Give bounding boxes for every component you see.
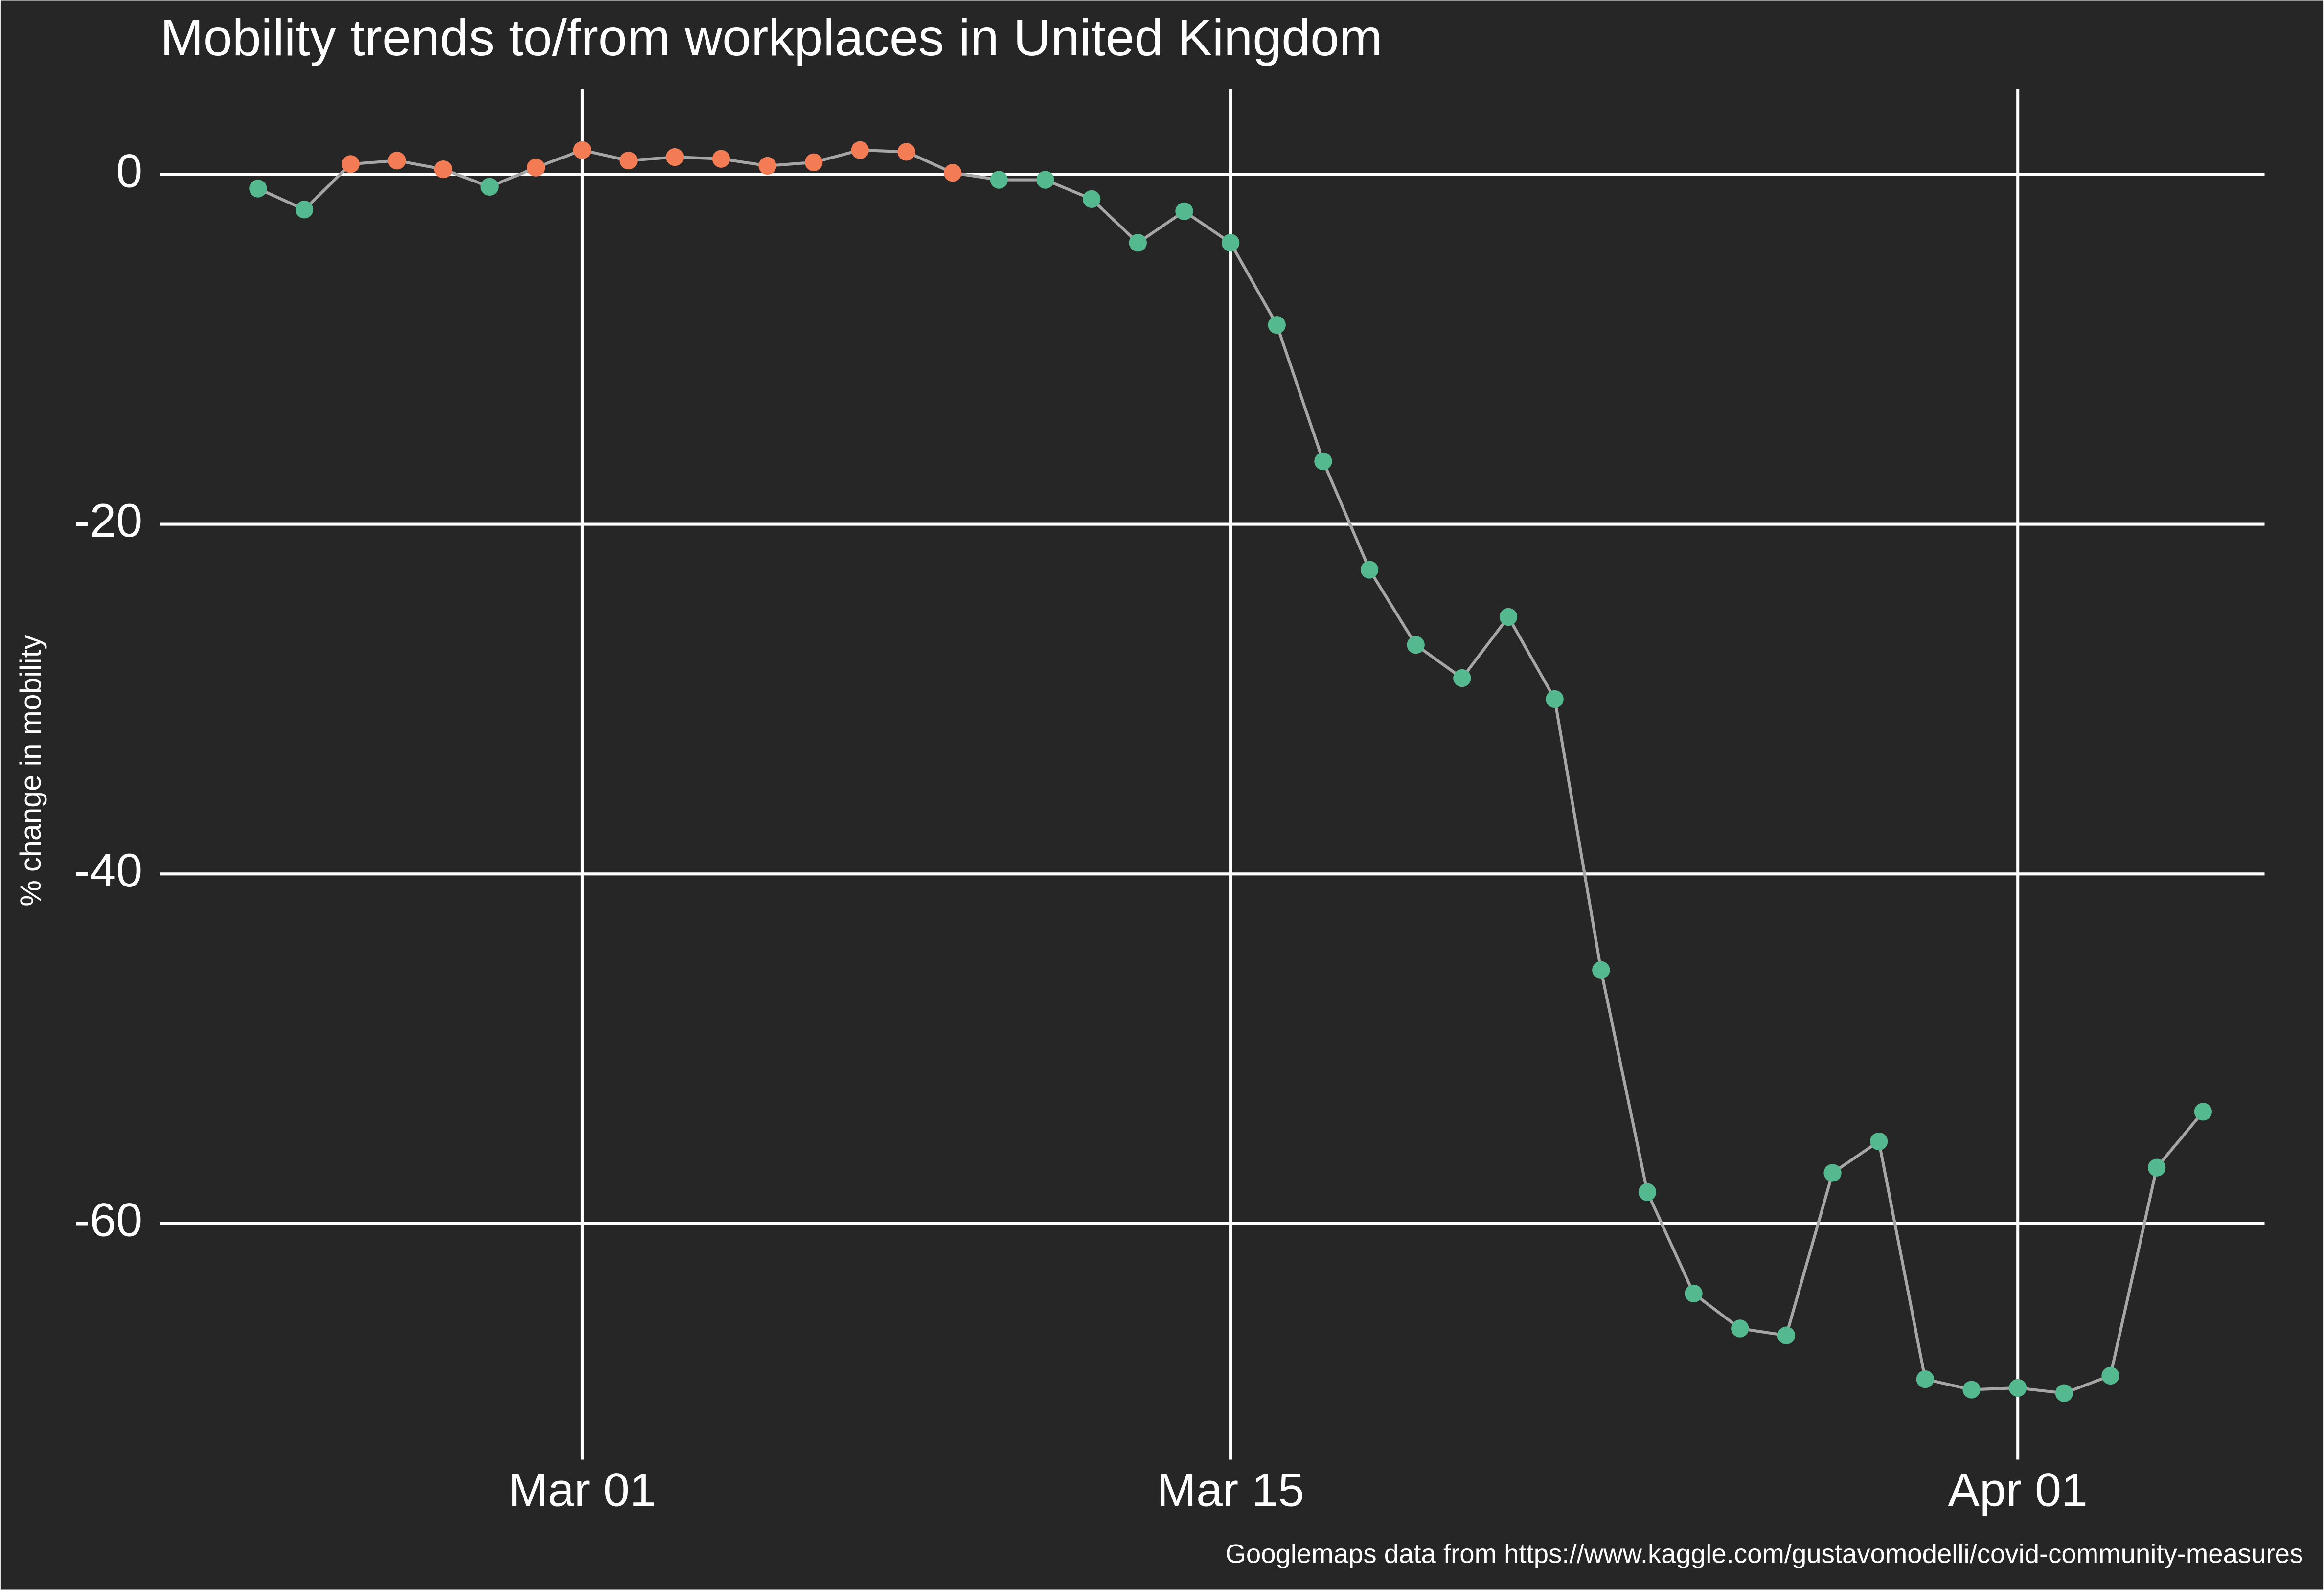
point [1777, 1326, 1796, 1344]
point [1499, 608, 1518, 626]
point [1546, 690, 1564, 708]
point [1268, 316, 1286, 334]
point [666, 148, 684, 166]
point [1314, 452, 1332, 471]
chart-title: Mobility trends to/from workplaces in Un… [160, 9, 1382, 67]
point [2101, 1366, 2119, 1385]
point [805, 153, 823, 171]
point [1082, 190, 1101, 208]
point [1916, 1370, 1935, 1388]
y-tick-label: -20 [74, 494, 142, 547]
point [851, 141, 869, 159]
x-tick-label: Mar 15 [1157, 1463, 1304, 1517]
point [1823, 1164, 1842, 1182]
point [573, 141, 592, 159]
point [1870, 1132, 1888, 1151]
point [2194, 1103, 2212, 1121]
point [388, 152, 406, 170]
x-tick-label: Mar 01 [508, 1463, 656, 1517]
point [619, 152, 638, 170]
y-tick-label: -40 [74, 843, 142, 897]
point [2055, 1384, 2073, 1402]
point [990, 171, 1008, 189]
y-tick-label: -60 [74, 1193, 142, 1247]
point [527, 159, 545, 177]
point [1129, 234, 1147, 252]
point [1638, 1183, 1657, 1201]
point [1175, 202, 1193, 221]
point [1036, 171, 1054, 189]
point [1685, 1284, 1703, 1303]
point [2009, 1379, 2027, 1397]
point [342, 155, 360, 173]
point [758, 157, 776, 175]
point [434, 160, 453, 179]
point [1360, 561, 1379, 579]
point [1221, 234, 1240, 252]
point [1731, 1319, 1749, 1338]
point [943, 164, 962, 182]
point [2147, 1158, 2166, 1177]
x-tick-label: Apr 01 [1948, 1463, 2088, 1517]
point [1453, 669, 1471, 687]
caption: Googlemaps data from https://www.kaggle.… [1225, 1539, 2303, 1569]
y-axis-label: % change in mobility [14, 635, 47, 907]
point [1962, 1381, 1981, 1399]
point [480, 178, 499, 196]
point [712, 150, 730, 168]
point [295, 201, 314, 219]
point [897, 143, 915, 161]
y-tick-label: 0 [116, 144, 142, 197]
point [1592, 961, 1610, 979]
point [249, 180, 267, 198]
point [1407, 636, 1425, 654]
